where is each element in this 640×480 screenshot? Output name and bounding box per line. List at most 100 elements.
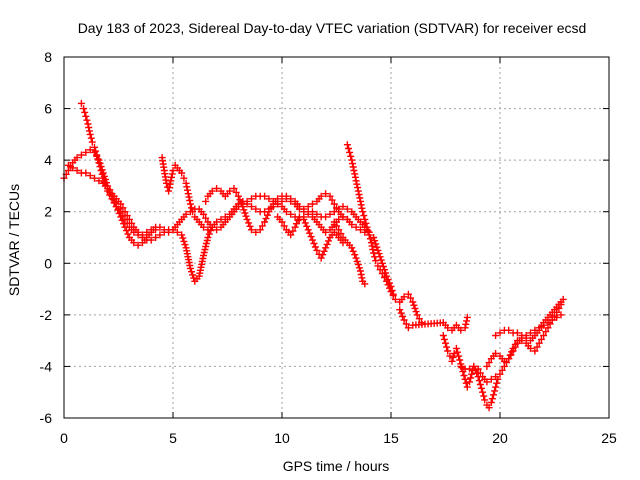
data-point xyxy=(200,210,207,218)
data-point xyxy=(202,197,210,205)
x-tick-label: 15 xyxy=(383,430,399,446)
data-point xyxy=(457,362,465,370)
data-point xyxy=(317,254,325,262)
data-point xyxy=(343,215,351,223)
x-tick-label: 10 xyxy=(274,430,290,446)
data-point xyxy=(361,215,369,223)
data-point xyxy=(173,228,181,236)
data-point xyxy=(100,178,108,186)
data-point xyxy=(243,215,251,223)
data-point xyxy=(537,323,545,330)
data-point xyxy=(383,272,391,280)
data-point xyxy=(474,373,482,381)
data-point xyxy=(496,329,504,337)
data-point xyxy=(287,231,295,239)
data-point xyxy=(317,192,325,200)
data-point xyxy=(490,391,497,399)
data-point xyxy=(454,348,461,356)
data-point xyxy=(226,187,234,195)
data-point xyxy=(513,329,521,337)
data-point xyxy=(241,209,249,217)
data-point xyxy=(548,316,556,324)
data-point xyxy=(487,375,495,383)
data-point xyxy=(181,241,189,249)
data-point xyxy=(111,199,119,207)
data-point xyxy=(505,355,513,363)
data-point xyxy=(178,169,186,177)
data-point xyxy=(458,364,466,372)
data-point xyxy=(498,366,506,374)
data-point xyxy=(73,167,81,174)
grid-lines xyxy=(64,57,609,418)
data-point xyxy=(319,251,327,259)
data-point xyxy=(407,294,415,302)
data-point xyxy=(295,213,303,221)
data-point xyxy=(353,180,361,188)
data-point xyxy=(217,215,225,223)
data-point xyxy=(252,228,260,236)
data-point xyxy=(189,208,197,216)
data-point xyxy=(252,205,260,213)
data-point xyxy=(291,223,299,231)
data-point xyxy=(165,187,173,195)
data-point xyxy=(535,339,543,347)
data-point xyxy=(309,200,316,208)
data-point xyxy=(492,332,500,339)
data-point xyxy=(134,241,142,249)
data-point xyxy=(98,170,106,178)
data-point xyxy=(287,195,295,203)
data-point xyxy=(295,203,303,211)
data-point xyxy=(82,148,90,156)
data-point xyxy=(117,213,125,221)
data-point xyxy=(370,234,378,241)
data-point xyxy=(264,211,271,219)
data-point xyxy=(496,370,504,378)
data-point xyxy=(69,164,77,172)
data-point xyxy=(363,223,371,231)
data-point xyxy=(282,208,290,216)
data-point xyxy=(311,243,319,251)
series-track-11 xyxy=(439,332,500,391)
data-point xyxy=(468,370,476,378)
y-tick-label: 6 xyxy=(44,101,52,117)
data-point xyxy=(123,227,130,235)
data-point xyxy=(506,351,514,359)
data-point xyxy=(442,339,449,347)
data-point xyxy=(397,309,405,317)
data-point xyxy=(287,210,295,218)
data-point xyxy=(130,239,138,247)
data-point xyxy=(322,228,330,236)
data-point xyxy=(365,231,373,239)
data-point xyxy=(452,344,460,352)
data-point xyxy=(463,313,471,321)
data-point xyxy=(381,266,388,274)
data-point xyxy=(348,221,356,229)
data-point xyxy=(359,208,367,216)
data-point xyxy=(387,283,395,290)
data-point xyxy=(134,231,142,239)
data-point xyxy=(121,223,129,231)
data-point xyxy=(559,295,567,303)
data-point xyxy=(106,188,114,196)
data-point xyxy=(475,377,483,385)
data-point xyxy=(485,359,493,367)
data-point xyxy=(540,332,548,339)
data-point xyxy=(542,328,550,336)
data-point xyxy=(348,244,356,252)
data-point xyxy=(400,316,408,324)
data-point xyxy=(462,320,470,328)
data-point xyxy=(204,234,212,241)
data-point xyxy=(350,167,358,174)
data-point xyxy=(379,263,387,270)
data-point xyxy=(184,186,191,194)
data-point xyxy=(186,264,194,272)
data-point xyxy=(487,399,495,406)
x-tick-label: 25 xyxy=(601,430,617,446)
data-point xyxy=(412,308,420,316)
data-point xyxy=(165,184,173,192)
chart-title: Day 183 of 2023, Sidereal Day-to-day VTE… xyxy=(78,20,587,36)
data-point xyxy=(186,200,194,208)
data-point xyxy=(330,218,338,226)
data-point xyxy=(96,163,104,171)
data-point xyxy=(357,226,364,234)
